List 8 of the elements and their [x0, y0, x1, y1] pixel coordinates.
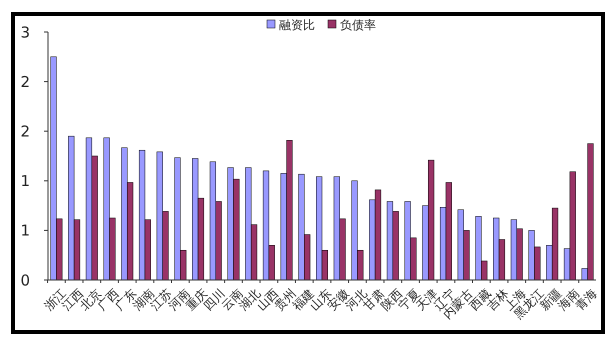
y-tick-label: 1 [20, 172, 30, 190]
y-tick-label: 1 [20, 222, 30, 240]
y-tick-label: 2 [20, 122, 30, 140]
y-tick-label: 2 [20, 72, 30, 91]
legend-label: 融资比 [279, 18, 315, 32]
y-tick-label: 0 [20, 271, 30, 290]
y-tick-label: 3 [20, 23, 30, 42]
legend-label: 负债率 [340, 18, 376, 32]
